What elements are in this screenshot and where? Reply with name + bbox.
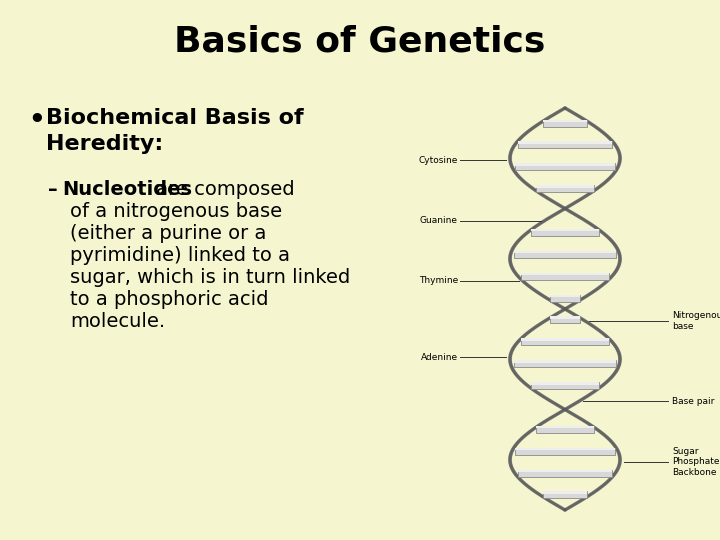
Polygon shape	[515, 448, 615, 450]
Text: pyrimidine) linked to a: pyrimidine) linked to a	[70, 246, 290, 265]
Text: are composed: are composed	[150, 180, 294, 199]
Text: Nucleotides: Nucleotides	[62, 180, 192, 199]
Polygon shape	[536, 426, 594, 433]
Polygon shape	[543, 491, 587, 498]
Polygon shape	[521, 273, 609, 280]
Polygon shape	[536, 185, 594, 188]
Text: Guanine: Guanine	[420, 216, 458, 225]
Text: Heredity:: Heredity:	[46, 134, 163, 154]
Text: sugar, which is in turn linked: sugar, which is in turn linked	[70, 268, 350, 287]
Text: of a nitrogenous base: of a nitrogenous base	[70, 202, 282, 221]
Polygon shape	[513, 360, 616, 363]
Polygon shape	[531, 229, 600, 232]
Text: Nitrogenous
base: Nitrogenous base	[672, 311, 720, 331]
Polygon shape	[549, 294, 580, 297]
Polygon shape	[515, 448, 615, 455]
Polygon shape	[536, 185, 594, 192]
Text: •: •	[28, 108, 45, 134]
Polygon shape	[536, 426, 594, 428]
Polygon shape	[549, 294, 580, 301]
Polygon shape	[521, 273, 609, 275]
Polygon shape	[531, 229, 600, 236]
Text: Sugar
Phosphate
Backbone: Sugar Phosphate Backbone	[672, 447, 719, 477]
Polygon shape	[518, 141, 612, 149]
Text: Cytosine: Cytosine	[418, 156, 458, 165]
Polygon shape	[531, 382, 600, 384]
Polygon shape	[513, 360, 616, 367]
Polygon shape	[549, 316, 580, 323]
Polygon shape	[513, 251, 616, 253]
Polygon shape	[549, 316, 580, 319]
Polygon shape	[543, 119, 587, 126]
Text: Thymine: Thymine	[419, 276, 458, 285]
Polygon shape	[513, 251, 616, 258]
Polygon shape	[515, 163, 615, 166]
Polygon shape	[518, 470, 612, 477]
Polygon shape	[543, 491, 587, 494]
Polygon shape	[518, 141, 612, 144]
Text: Biochemical Basis of: Biochemical Basis of	[46, 108, 304, 128]
Polygon shape	[515, 163, 615, 170]
Text: to a phosphoric acid: to a phosphoric acid	[70, 290, 269, 309]
Polygon shape	[543, 119, 587, 122]
Text: Base pair: Base pair	[672, 397, 714, 406]
Text: Adenine: Adenine	[421, 353, 458, 362]
Text: (either a purine or a: (either a purine or a	[70, 224, 266, 243]
Text: –: –	[48, 180, 58, 199]
Text: Basics of Genetics: Basics of Genetics	[174, 25, 546, 59]
Polygon shape	[531, 382, 600, 389]
Polygon shape	[521, 339, 609, 341]
Polygon shape	[521, 339, 609, 345]
Polygon shape	[518, 470, 612, 472]
Text: molecule.: molecule.	[70, 312, 165, 331]
